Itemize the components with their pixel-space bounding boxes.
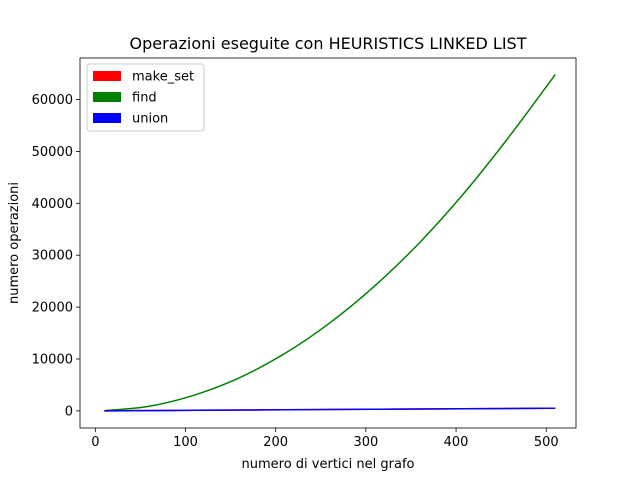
series-line-find — [104, 74, 556, 412]
x-tick-label: 200 — [263, 435, 288, 450]
y-tick-label: 60000 — [32, 93, 73, 108]
x-tick-label: 300 — [353, 435, 378, 450]
legend-swatch-union — [93, 113, 121, 123]
y-axis: 0 10000 20000 30000 40000 50000 60000 — [32, 93, 80, 419]
x-tick-label: 500 — [534, 435, 559, 450]
x-tick-label: 0 — [91, 435, 99, 450]
x-tick-label: 100 — [173, 435, 198, 450]
legend-label-union: union — [132, 112, 168, 127]
chart-title: Operazioni eseguite con HEURISTICS LINKE… — [130, 34, 527, 53]
legend-label-make-set: make_set — [132, 70, 194, 85]
x-tick-label: 400 — [444, 435, 469, 450]
x-axis: 0 100 200 300 400 500 — [91, 428, 559, 450]
y-tick-label: 50000 — [32, 145, 73, 160]
y-axis-label: numero operazioni — [7, 182, 22, 304]
x-axis-label: numero di vertici nel grafo — [242, 457, 415, 472]
y-tick-label: 20000 — [32, 301, 73, 316]
y-tick-label: 40000 — [32, 197, 73, 212]
series-line-union — [104, 407, 556, 412]
y-tick-label: 30000 — [32, 249, 73, 264]
plot-area — [79, 57, 577, 429]
y-tick-label: 0 — [65, 404, 73, 419]
legend-label-find: find — [132, 91, 157, 106]
y-tick-label: 10000 — [32, 352, 73, 367]
legend-swatch-find — [93, 92, 121, 102]
axes-frame — [79, 57, 577, 429]
legend-swatch-make-set — [93, 71, 121, 81]
